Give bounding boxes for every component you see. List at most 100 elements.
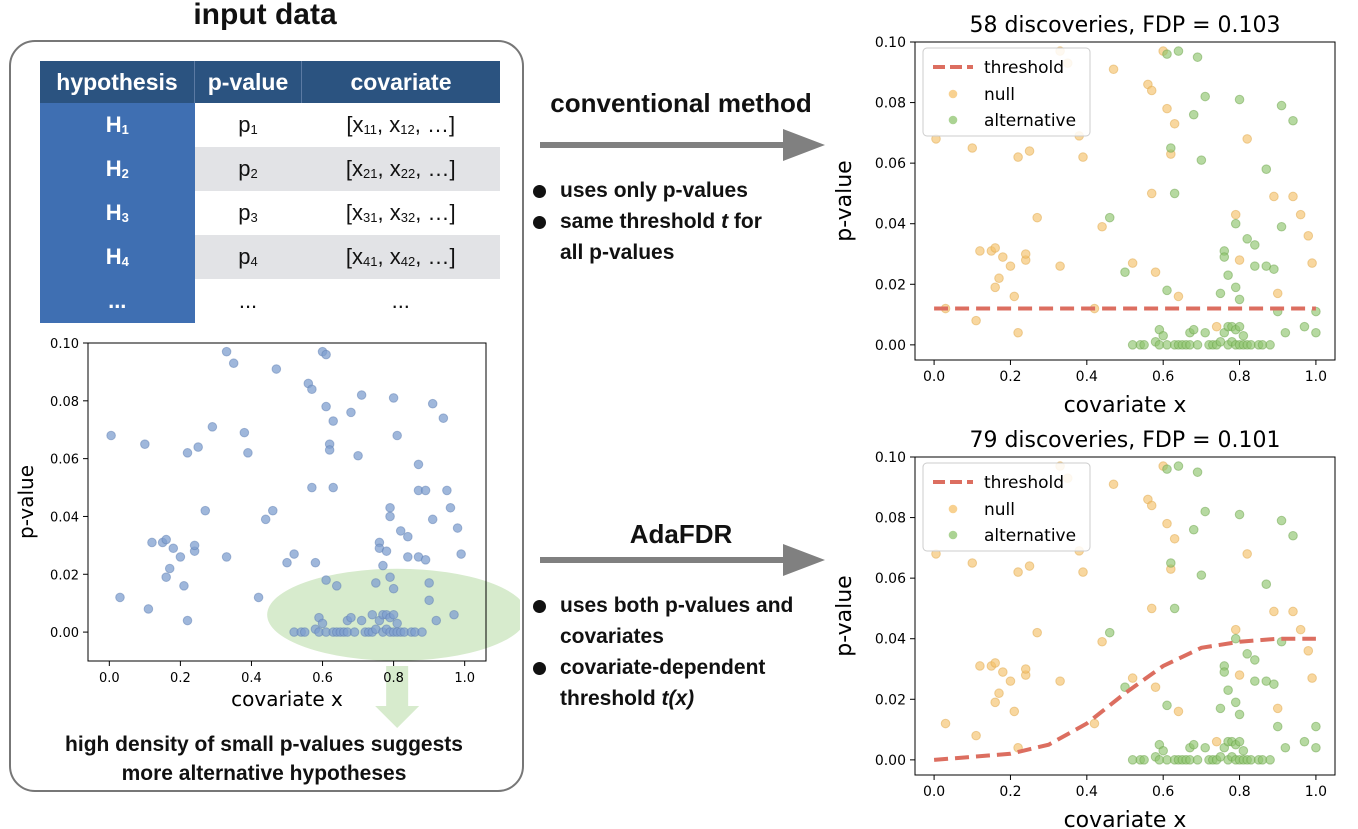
x-tick-label: 1.0 [1305, 369, 1327, 385]
null-point [990, 658, 1000, 668]
alternative-point [1230, 282, 1241, 293]
alternative-point [1234, 736, 1245, 747]
data-point [388, 393, 399, 403]
legend-null-label: null [984, 500, 1015, 520]
data-point [420, 555, 431, 565]
data-point [267, 505, 278, 516]
data-point [243, 448, 253, 458]
null-point [1295, 209, 1306, 220]
y-tick-label: 0.04 [875, 217, 906, 233]
null-point [975, 246, 985, 256]
legend-alternative-swatch [948, 530, 958, 540]
data-point [317, 618, 328, 629]
data-point [349, 627, 360, 637]
y-tick-label: 0.08 [875, 511, 906, 527]
x-axis-label: covariate x [1064, 808, 1187, 829]
bullet-dot [533, 662, 546, 675]
data-point [328, 482, 338, 493]
bullet-dot [533, 185, 546, 198]
data-point [424, 578, 434, 588]
null-point [1288, 191, 1298, 202]
data-point [427, 514, 438, 525]
alternative-point [1192, 755, 1203, 765]
legend-box [922, 47, 1091, 137]
alternative-point [1215, 288, 1226, 299]
null-point [940, 718, 951, 729]
alternative-point [1166, 558, 1176, 568]
data-point [438, 413, 449, 423]
threshold-line [933, 636, 1316, 762]
table-row: ......... [40, 279, 500, 323]
alternative-point [1219, 252, 1230, 262]
data-point [427, 398, 438, 409]
null-point [1024, 561, 1035, 571]
alternative-point [1158, 745, 1168, 756]
alternative-point [1299, 736, 1310, 747]
alternative-point [1192, 340, 1203, 350]
alternative-point [1250, 261, 1260, 271]
alternative-point [1200, 742, 1210, 753]
alternative-point [1169, 603, 1180, 614]
plot-title: 79 discoveries, FDP = 0.101 [969, 428, 1280, 453]
data-point [228, 358, 239, 369]
density-arrow-shaft [386, 666, 409, 706]
legend-alternative-swatch [948, 115, 958, 125]
data-point [253, 592, 264, 603]
alternative-point [1120, 267, 1130, 277]
conventional-bullet-2-line2: all p-values [560, 241, 675, 264]
null-point [1097, 221, 1107, 232]
p-value-cell: p3 [238, 200, 258, 225]
alternative-point [1230, 633, 1241, 644]
null-point [990, 282, 1000, 293]
x-axis-label: covariate x [1064, 393, 1187, 415]
data-point [200, 505, 211, 516]
null-point [1173, 291, 1184, 302]
alternative-point [1200, 91, 1210, 102]
null-point [967, 558, 978, 568]
data-point [106, 430, 116, 441]
data-point [260, 514, 271, 525]
data-point [140, 439, 150, 449]
data-point [385, 511, 395, 522]
x-tick-label: 0.0 [923, 784, 945, 800]
data-point [445, 502, 456, 513]
null-point [1108, 479, 1119, 490]
null-point [1078, 567, 1088, 577]
x-tick-label: 0.8 [1228, 784, 1250, 800]
y-tick-label: 0.00 [50, 626, 79, 641]
alternative-point [1311, 721, 1321, 732]
null-point [1032, 627, 1042, 638]
x-tick-label: 0.4 [1076, 784, 1098, 800]
null-point [1269, 606, 1279, 617]
bullet-dot [533, 600, 546, 613]
data-point [321, 401, 331, 412]
data-point [193, 442, 203, 452]
alternative-point [1269, 264, 1279, 274]
alternative-point [1250, 655, 1260, 665]
conventional-bullets: uses only p-values same threshold t for a… [530, 175, 830, 268]
hypothesis-table: hypothesis p-value covariate H1 p1 [x11, x… [40, 61, 500, 323]
x-tick-label: 0.6 [1152, 784, 1174, 800]
null-point [1146, 188, 1157, 199]
null-point [1162, 518, 1172, 529]
data-point [403, 552, 413, 562]
alternative-point [1158, 330, 1168, 341]
null-point [1032, 212, 1042, 223]
alternative-point [1162, 49, 1172, 59]
alternative-point [1238, 745, 1249, 756]
null-point [1108, 64, 1119, 75]
null-point [1169, 533, 1180, 544]
alternative-point [1162, 700, 1172, 711]
data-point [413, 459, 424, 470]
hypothesis-cell: H1 [40, 103, 195, 147]
data-point [331, 581, 342, 591]
density-arrow-head [375, 706, 420, 728]
alternative-point [1188, 524, 1199, 535]
alternative-point [1299, 321, 1310, 332]
alternative-point [1280, 742, 1291, 753]
legend-alternative-label: alternative [984, 526, 1076, 546]
data-point [189, 540, 200, 551]
alternative-point [1288, 115, 1298, 126]
data-point [392, 430, 402, 441]
data-point [456, 549, 466, 559]
